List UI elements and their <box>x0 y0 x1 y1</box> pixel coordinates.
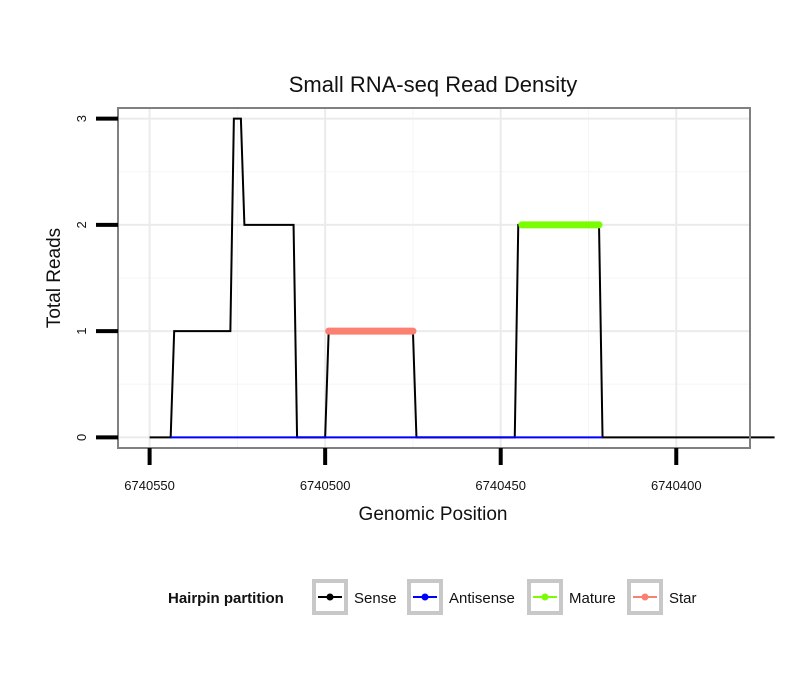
y-axis-title: Total Reads <box>44 228 65 328</box>
chart-title: Small RNA-seq Read Density <box>289 72 578 97</box>
legend-label-sense: Sense <box>354 590 397 607</box>
x-tick-label: 6740450 <box>475 478 526 493</box>
y-tick-label: 0 <box>74 434 89 441</box>
series-layer <box>149 117 775 439</box>
legend-label-antisense: Antisense <box>449 590 515 607</box>
x-axis-title: Genomic Position <box>359 504 508 525</box>
legend-label-mature: Mature <box>569 590 616 607</box>
legend: Hairpin partition Sense Antisense Mature St… <box>168 579 697 615</box>
legend-key-point <box>421 593 429 601</box>
legend-key-point <box>326 593 334 601</box>
y-tick-label: 1 <box>74 328 89 335</box>
legend-key-point <box>641 593 649 601</box>
plot-border <box>117 107 751 449</box>
x-tick-label: 6740500 <box>300 478 351 493</box>
axis-layer: 6740550 6740500 6740450 6740400 0 1 2 3 <box>74 115 702 493</box>
y-tick-label: 2 <box>74 221 89 228</box>
y-tick-label: 3 <box>74 115 89 122</box>
x-tick-label: 6740400 <box>651 478 702 493</box>
legend-key-point <box>541 593 549 601</box>
legend-label-star: Star <box>669 590 697 607</box>
legend-title: Hairpin partition <box>168 590 284 607</box>
x-tick-label: 6740550 <box>124 478 175 493</box>
